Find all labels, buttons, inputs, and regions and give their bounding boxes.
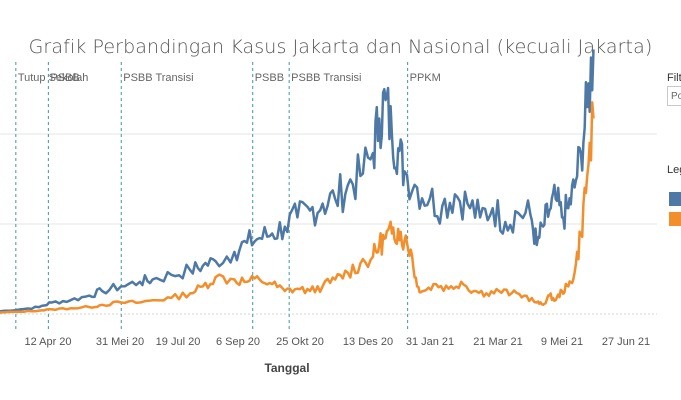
series-line-1 bbox=[0, 101, 595, 314]
event-label-5: PPKM bbox=[410, 72, 441, 84]
legend-swatch-series-1 bbox=[669, 192, 681, 206]
x-tick-label-6: 13 Des 20 bbox=[343, 336, 393, 348]
event-label-2: PSBB Transisi bbox=[123, 72, 193, 84]
x-tick-label-1: 12 Apr 20 bbox=[24, 336, 71, 348]
gridlines bbox=[0, 133, 657, 315]
legend-label: Leg bbox=[667, 164, 681, 176]
filter-label: Filt bbox=[667, 72, 681, 84]
x-tick-label-10: 27 Jun 21 bbox=[602, 336, 650, 348]
filter-dropdown[interactable]: Po bbox=[667, 86, 681, 106]
event-label-1: PSBB bbox=[50, 72, 79, 84]
event-label-0: Tutup Sekolah bbox=[18, 72, 89, 84]
x-tick-label-2: 31 Mei 20 bbox=[96, 336, 144, 348]
x-tick-label-3: 19 Jul 20 bbox=[156, 336, 201, 348]
legend-swatch-series-2 bbox=[669, 212, 681, 226]
event-label-4: PSBB Transisi bbox=[291, 72, 361, 84]
chart-title: Grafik Perbandingan Kasus Jakarta dan Na… bbox=[28, 36, 653, 58]
series-lines bbox=[0, 49, 595, 314]
x-tick-label-8: 21 Mar 21 bbox=[473, 336, 523, 348]
x-tick-label-4: 6 Sep 20 bbox=[216, 336, 260, 348]
x-tick-label-9: 9 Mei 21 bbox=[541, 336, 583, 348]
series-line-0 bbox=[0, 49, 595, 313]
x-axis-label: Tanggal bbox=[264, 361, 309, 375]
x-tick-label-5: 25 Okt 20 bbox=[276, 336, 324, 348]
x-tick-label-7: 31 Jan 21 bbox=[406, 336, 454, 348]
event-label-3: PSBB bbox=[255, 72, 284, 84]
